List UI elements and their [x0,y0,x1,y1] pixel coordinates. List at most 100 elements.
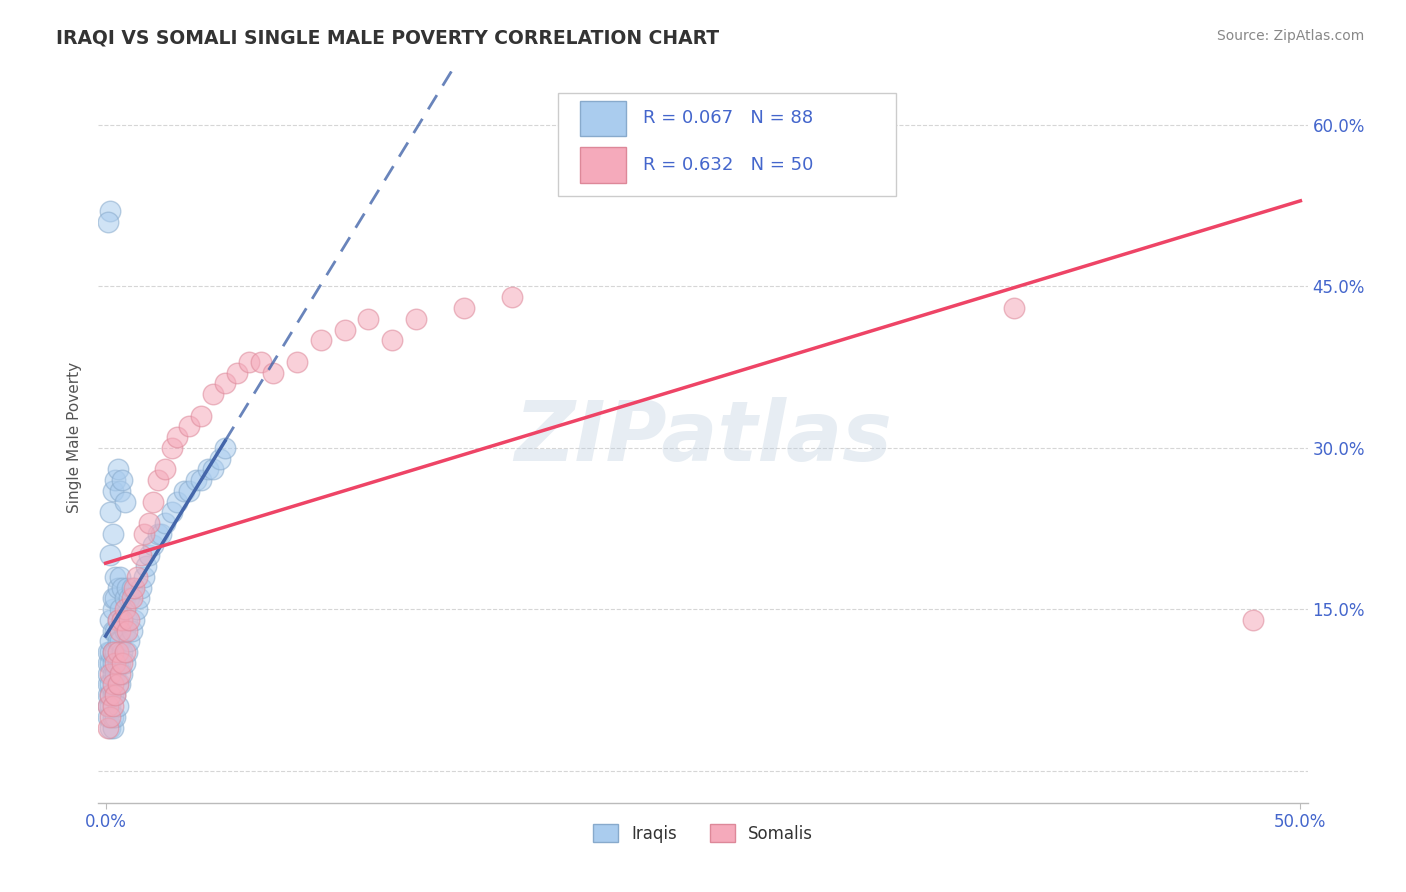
Point [111,666,134,681]
Point [190,473,212,487]
Point [104,624,127,638]
Point [107,462,129,476]
Point [115,613,138,627]
Point [115,624,138,638]
Point [108,602,131,616]
Point [162,505,184,519]
Point [125,602,148,616]
Point [142,538,165,552]
Point [111,473,134,487]
Point [238,355,260,369]
Point [104,591,127,606]
Point [98,656,121,670]
Point [98,710,121,724]
Point [501,290,523,304]
Point [108,634,131,648]
Point [101,527,124,541]
Point [101,483,124,498]
Point [173,483,195,498]
Point [262,366,284,380]
Point [107,698,129,713]
Point [190,409,212,423]
Point [146,527,169,541]
Point [285,355,308,369]
Point [104,570,127,584]
Point [186,473,208,487]
Point [209,451,232,466]
Point [98,677,121,691]
Point [108,677,131,691]
Point [226,366,249,380]
Point [132,527,155,541]
Point [309,333,332,347]
Point [104,688,127,702]
Point [132,570,155,584]
FancyBboxPatch shape [579,147,626,183]
Text: R = 0.632   N = 50: R = 0.632 N = 50 [643,156,813,174]
Point [101,710,124,724]
Point [98,613,121,627]
Point [202,462,225,476]
Point [166,494,188,508]
Point [114,602,136,616]
Point [101,656,124,670]
Point [1241,613,1264,627]
Point [202,387,225,401]
Text: Source: ZipAtlas.com: Source: ZipAtlas.com [1216,29,1364,43]
Point [98,698,121,713]
Point [97,710,120,724]
Point [97,656,120,670]
Point [97,688,120,702]
Point [115,581,138,595]
Point [97,698,120,713]
Point [108,656,131,670]
Point [138,516,160,530]
Point [131,581,153,595]
Point [108,666,131,681]
Point [111,613,134,627]
Point [104,688,127,702]
Point [114,645,136,659]
Point [104,473,127,487]
Point [107,581,129,595]
Point [98,688,121,702]
Point [97,677,120,691]
FancyBboxPatch shape [558,94,897,195]
Point [107,613,129,627]
Point [114,494,136,508]
Point [97,666,120,681]
Point [121,581,143,595]
Point [101,721,124,735]
Point [125,570,148,584]
Point [107,677,129,691]
Point [101,688,124,702]
Point [115,645,138,659]
Point [98,204,121,219]
Point [138,549,160,563]
Point [101,666,124,681]
Point [101,677,124,691]
Point [101,698,124,713]
Point [122,581,145,595]
Point [104,710,127,724]
Point [118,634,141,648]
Point [108,483,131,498]
Point [118,613,141,627]
Point [197,462,219,476]
Point [214,441,236,455]
Point [107,613,129,627]
Text: IRAQI VS SOMALI SINGLE MALE POVERTY CORRELATION CHART: IRAQI VS SOMALI SINGLE MALE POVERTY CORR… [56,29,720,47]
Text: ZIPatlas: ZIPatlas [515,397,891,477]
Point [107,656,129,670]
Point [101,645,124,659]
Point [101,645,124,659]
Point [250,355,273,369]
Point [131,549,153,563]
Point [97,215,120,229]
Point [104,666,127,681]
Point [98,721,121,735]
Point [107,677,129,691]
Point [101,602,124,616]
Point [118,591,141,606]
Point [179,419,201,434]
